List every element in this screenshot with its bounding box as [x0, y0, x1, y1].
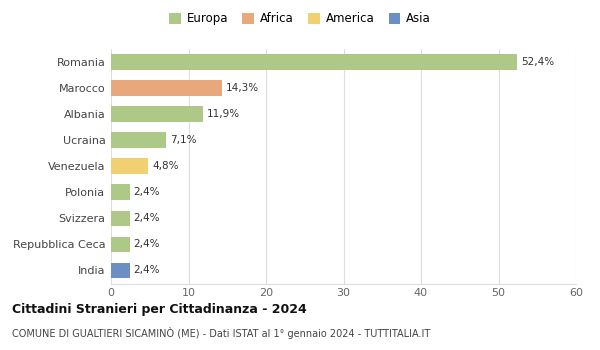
Text: COMUNE DI GUALTIERI SICAMINÒ (ME) - Dati ISTAT al 1° gennaio 2024 - TUTTITALIA.I: COMUNE DI GUALTIERI SICAMINÒ (ME) - Dati…: [12, 327, 430, 339]
Bar: [111, 159, 148, 174]
Text: 52,4%: 52,4%: [521, 57, 554, 67]
Bar: [111, 80, 222, 96]
Text: 11,9%: 11,9%: [207, 109, 240, 119]
Text: 2,4%: 2,4%: [133, 265, 160, 275]
Text: 14,3%: 14,3%: [226, 83, 259, 93]
Bar: [111, 132, 166, 148]
Text: 7,1%: 7,1%: [170, 135, 196, 145]
Text: 2,4%: 2,4%: [133, 214, 160, 223]
Bar: [111, 54, 517, 70]
Bar: [111, 237, 130, 252]
Legend: Europa, Africa, America, Asia: Europa, Africa, America, Asia: [164, 8, 436, 30]
Text: Cittadini Stranieri per Cittadinanza - 2024: Cittadini Stranieri per Cittadinanza - 2…: [12, 303, 307, 316]
Text: 4,8%: 4,8%: [152, 161, 179, 171]
Text: 2,4%: 2,4%: [133, 187, 160, 197]
Bar: [111, 106, 203, 122]
Text: 2,4%: 2,4%: [133, 239, 160, 250]
Bar: [111, 211, 130, 226]
Bar: [111, 262, 130, 278]
Bar: [111, 184, 130, 200]
